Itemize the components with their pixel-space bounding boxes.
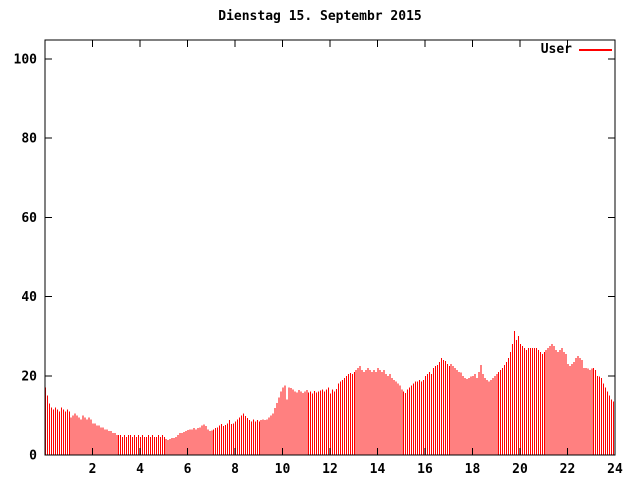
y-tick-label: 100 — [14, 53, 38, 68]
x-tick-label: 12 — [322, 462, 338, 477]
x-tick-label: 2 — [89, 462, 97, 477]
y-tick-label: 0 — [29, 449, 37, 464]
x-tick-label: 16 — [417, 462, 433, 477]
y-tick-label: 60 — [21, 211, 37, 226]
plot-border — [44, 39, 616, 456]
x-tick-label: 4 — [136, 462, 144, 477]
x-tick-label: 10 — [275, 462, 291, 477]
y-tick-label: 80 — [21, 132, 37, 147]
x-tick-label: 20 — [512, 462, 528, 477]
y-axis-ticks: 0 20 40 60 80 100 — [14, 53, 615, 464]
y-tick-label: 20 — [21, 369, 37, 384]
x-tick-label: 24 — [607, 462, 623, 477]
x-tick-label: 8 — [231, 462, 239, 477]
x-tick-label: 18 — [465, 462, 481, 477]
legend-label: User — [540, 42, 572, 57]
legend-swatch — [579, 48, 612, 51]
x-tick-label: 22 — [560, 462, 576, 477]
y-tick-label: 40 — [21, 290, 37, 305]
legend: User — [0, 43, 612, 56]
chart-title: Dienstag 15. Septembr 2015 — [218, 9, 422, 24]
x-tick-label: 6 — [184, 462, 192, 477]
x-axis-ticks: 2 4 6 8 10 12 14 16 18 20 22 24 — [89, 40, 623, 477]
x-tick-label: 14 — [370, 462, 386, 477]
bars-group — [45, 331, 615, 455]
